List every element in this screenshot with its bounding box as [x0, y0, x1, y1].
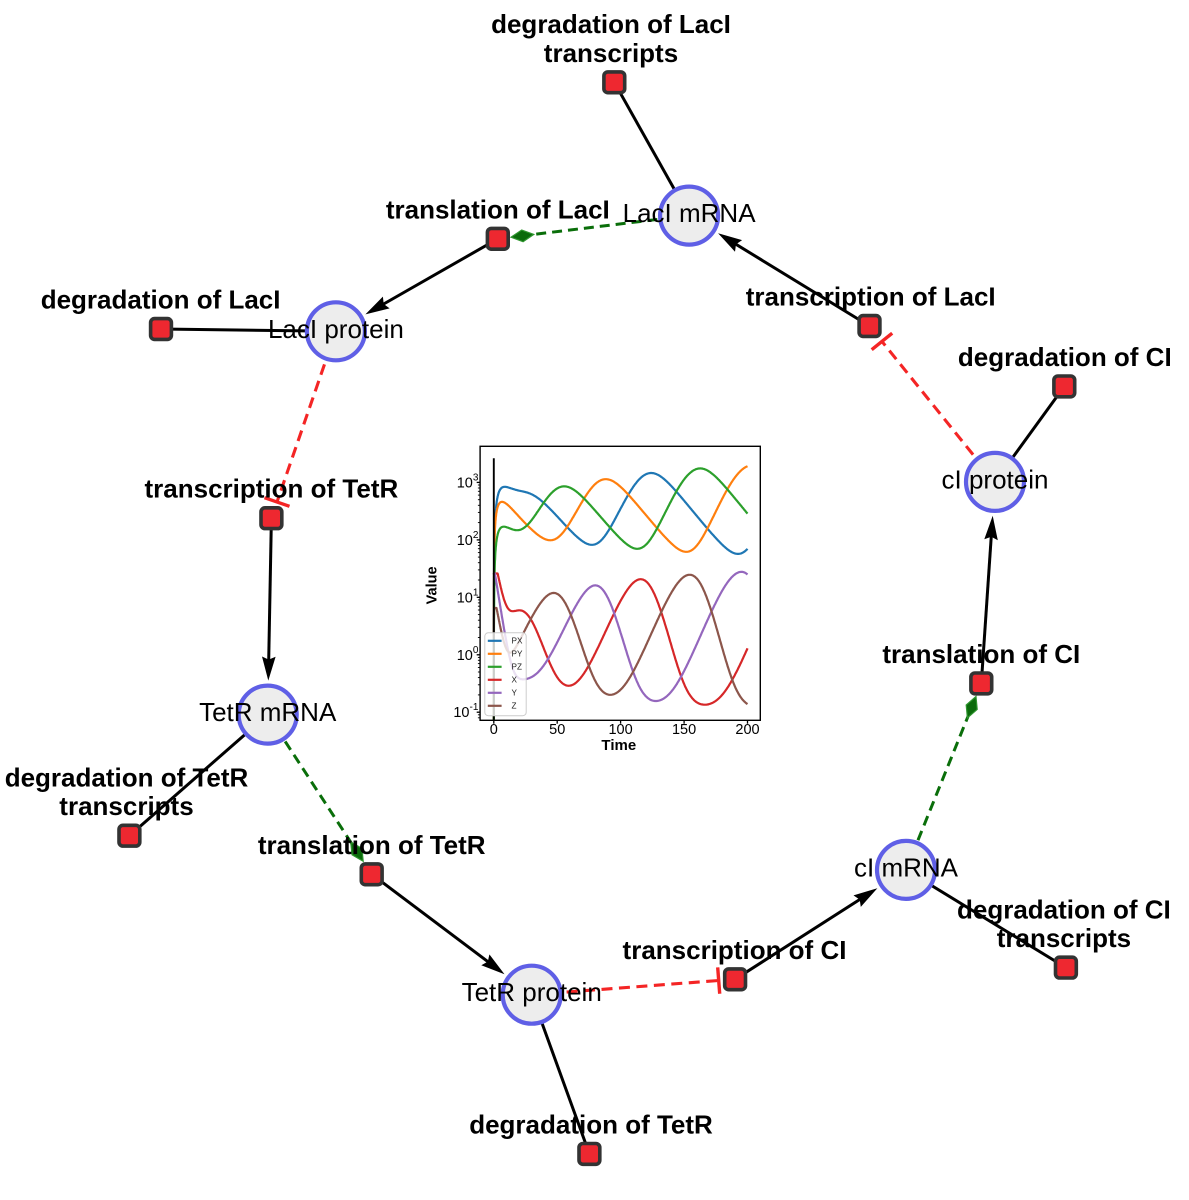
svg-text:X: X: [512, 676, 518, 685]
svg-text:TetR mRNA: TetR mRNA: [199, 697, 337, 727]
svg-text:translation of CI: translation of CI: [882, 639, 1080, 669]
svg-text:transcription of CI: transcription of CI: [623, 935, 847, 965]
svg-text:Z: Z: [512, 702, 517, 711]
svg-text:translation of LacI: translation of LacI: [386, 194, 610, 224]
svg-text:transcripts: transcripts: [544, 38, 678, 68]
svg-text:PY: PY: [512, 650, 523, 659]
svg-text:degradation of TetR: degradation of TetR: [5, 762, 249, 792]
svg-text:cI protein: cI protein: [942, 464, 1049, 494]
svg-text:translation of TetR: translation of TetR: [258, 830, 486, 860]
svg-text:LacI mRNA: LacI mRNA: [623, 198, 757, 228]
svg-text:Value: Value: [425, 566, 441, 604]
svg-text:0: 0: [490, 722, 498, 738]
svg-text:cI mRNA: cI mRNA: [854, 852, 959, 882]
svg-text:100: 100: [608, 722, 632, 738]
svg-text:LacI protein: LacI protein: [268, 314, 404, 344]
svg-text:degradation of LacI: degradation of LacI: [491, 9, 731, 39]
svg-text:PX: PX: [512, 637, 523, 646]
svg-text:PZ: PZ: [512, 663, 522, 672]
svg-text:transcription of TetR: transcription of TetR: [145, 474, 399, 504]
svg-text:Time: Time: [601, 737, 636, 754]
svg-text:degradation of LacI: degradation of LacI: [41, 285, 281, 315]
svg-text:TetR protein: TetR protein: [462, 977, 602, 1007]
svg-text:Y: Y: [512, 689, 518, 698]
svg-text:degradation of TetR: degradation of TetR: [469, 1109, 713, 1139]
svg-text:transcripts: transcripts: [59, 791, 193, 821]
svg-text:transcripts: transcripts: [997, 923, 1131, 953]
svg-text:transcription of LacI: transcription of LacI: [746, 282, 996, 312]
svg-text:50: 50: [549, 722, 565, 738]
svg-text:degradation of CI: degradation of CI: [958, 342, 1172, 372]
svg-text:200: 200: [735, 722, 759, 738]
svg-text:150: 150: [672, 722, 696, 738]
svg-text:degradation of CI: degradation of CI: [957, 894, 1171, 924]
